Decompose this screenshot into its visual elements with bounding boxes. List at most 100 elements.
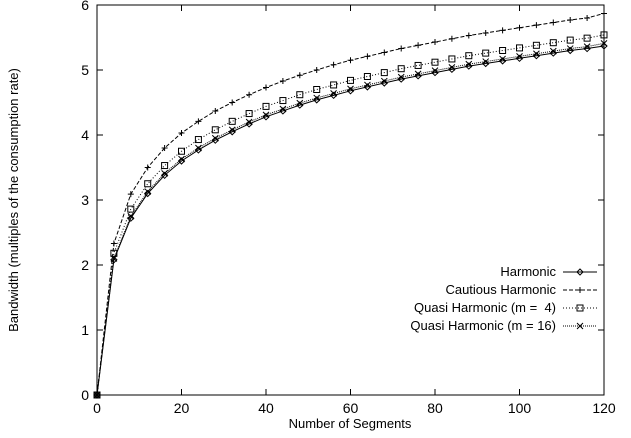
legend-label-harmonic: Harmonic bbox=[500, 264, 556, 279]
data-point bbox=[195, 144, 202, 152]
data-point bbox=[245, 118, 253, 126]
data-point bbox=[246, 91, 253, 98]
data-point bbox=[566, 36, 574, 44]
legend-marker bbox=[576, 268, 584, 276]
y-tick-label: 4 bbox=[81, 127, 89, 143]
y-tick-label: 6 bbox=[81, 0, 89, 13]
data-point bbox=[516, 44, 523, 52]
data-point bbox=[127, 191, 134, 198]
data-point bbox=[161, 145, 168, 151]
data-point bbox=[550, 19, 557, 26]
data-point bbox=[566, 45, 574, 52]
data-point bbox=[532, 51, 541, 60]
data-point bbox=[499, 27, 506, 34]
data-point bbox=[228, 126, 236, 134]
legend-entry-quasi-harmonic-m16: Quasi Harmonic (m = 16) bbox=[410, 318, 597, 333]
data-point bbox=[465, 60, 473, 68]
data-point bbox=[465, 52, 473, 60]
data-point bbox=[195, 118, 202, 125]
data-point bbox=[160, 171, 169, 180]
data-point bbox=[178, 147, 185, 155]
data-point bbox=[566, 46, 574, 55]
legend: Harmonic Cautious Harmonic Quasi Harmoni… bbox=[410, 264, 597, 333]
data-point bbox=[279, 78, 286, 85]
data-point bbox=[498, 57, 507, 65]
data-point bbox=[127, 205, 135, 213]
legend-sample-quasi-harmonic-m16 bbox=[563, 322, 597, 330]
data-point bbox=[194, 136, 202, 144]
data-point bbox=[296, 91, 304, 99]
data-point bbox=[296, 99, 304, 107]
data-point bbox=[381, 49, 388, 56]
data-point bbox=[584, 15, 591, 21]
data-point bbox=[161, 169, 168, 177]
data-point bbox=[432, 39, 438, 46]
data-point bbox=[516, 24, 523, 31]
series-3 bbox=[93, 39, 608, 399]
data-point bbox=[533, 50, 540, 58]
data-point bbox=[364, 81, 371, 89]
data-point bbox=[263, 84, 269, 91]
data-point bbox=[93, 391, 101, 399]
data-point bbox=[347, 57, 354, 64]
data-point bbox=[380, 69, 388, 77]
plot-frame bbox=[96, 4, 605, 396]
series-line bbox=[96, 34, 605, 396]
data-point bbox=[397, 75, 405, 83]
legend-label-quasi-harmonic-m16: Quasi Harmonic (m = 16) bbox=[410, 318, 556, 333]
data-point bbox=[177, 157, 186, 165]
data-point bbox=[228, 117, 236, 125]
data-point bbox=[363, 83, 372, 91]
legend-sample-cautious-harmonic bbox=[563, 287, 597, 293]
data-point bbox=[533, 22, 540, 29]
data-point bbox=[313, 86, 321, 93]
data-point bbox=[583, 34, 591, 42]
data-point bbox=[549, 47, 557, 55]
data-point bbox=[567, 16, 574, 23]
data-point bbox=[516, 52, 523, 60]
data-point bbox=[347, 85, 354, 93]
x-tick-label: 100 bbox=[508, 400, 532, 416]
legend-entry-harmonic: Harmonic bbox=[500, 264, 597, 279]
y-tick-label: 0 bbox=[81, 387, 89, 403]
data-point bbox=[397, 65, 405, 73]
legend-entry-quasi-harmonic-m4: Quasi Harmonic (m = 4) bbox=[414, 300, 597, 315]
data-point bbox=[110, 256, 118, 264]
data-point bbox=[363, 73, 371, 80]
series-line bbox=[96, 45, 605, 396]
x-tick-label: 0 bbox=[93, 400, 101, 416]
data-point bbox=[414, 70, 422, 78]
data-point bbox=[194, 146, 203, 154]
data-point bbox=[482, 29, 489, 36]
legend-sample-quasi-harmonic-m4 bbox=[563, 304, 597, 312]
data-point bbox=[296, 101, 304, 109]
data-point bbox=[448, 35, 455, 42]
data-point bbox=[144, 180, 152, 188]
data-point bbox=[600, 39, 608, 47]
x-tick-label: 120 bbox=[592, 400, 616, 416]
data-point bbox=[600, 31, 608, 39]
y-tick-label: 5 bbox=[81, 62, 89, 78]
data-point bbox=[127, 212, 135, 220]
data-point bbox=[279, 107, 287, 115]
data-point bbox=[397, 73, 405, 81]
data-point bbox=[448, 65, 456, 74]
data-point bbox=[143, 189, 152, 198]
data-point bbox=[499, 47, 507, 54]
data-point bbox=[178, 155, 185, 163]
x-tick-label: 60 bbox=[343, 400, 359, 416]
data-point bbox=[415, 42, 422, 49]
data-point bbox=[431, 67, 439, 75]
data-point bbox=[212, 107, 219, 114]
data-point bbox=[431, 58, 439, 66]
data-point bbox=[211, 136, 220, 144]
data-point bbox=[583, 44, 591, 53]
data-point bbox=[380, 77, 388, 85]
data-point bbox=[262, 113, 270, 121]
x-tick-label: 80 bbox=[427, 400, 443, 416]
data-point bbox=[532, 41, 540, 49]
data-point bbox=[465, 32, 472, 39]
data-point bbox=[499, 55, 506, 63]
series-layer bbox=[93, 10, 608, 399]
data-point bbox=[330, 81, 338, 89]
